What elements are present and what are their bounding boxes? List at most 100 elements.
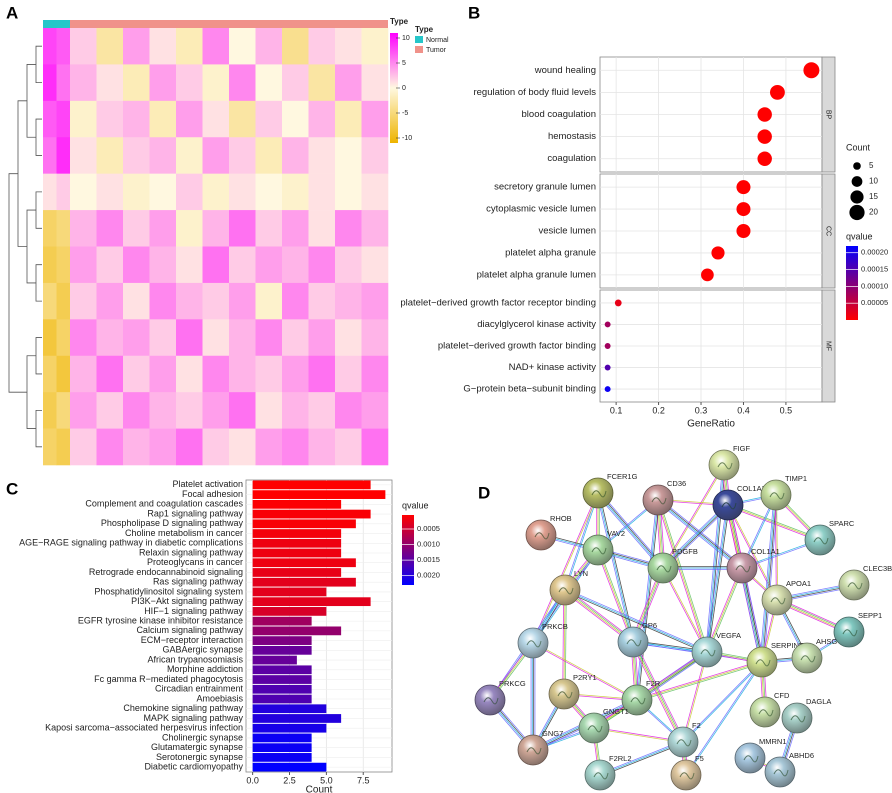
node-structure <box>770 597 786 605</box>
edge <box>597 493 663 569</box>
node-label: VAV2 <box>607 529 625 538</box>
x-tick-label: 7.5 <box>357 775 370 785</box>
dot <box>757 107 772 122</box>
node-label: SERPINE1 <box>771 641 808 650</box>
node-structure <box>721 502 737 510</box>
dot <box>604 321 611 328</box>
category-label: EGFR tyrosine kinase inhibitor resistanc… <box>78 616 243 626</box>
node-label: AHSG <box>816 637 837 646</box>
heat-cell <box>229 173 256 211</box>
legend-label: 5 <box>869 161 874 170</box>
node-label: RHOB <box>550 514 572 523</box>
edge <box>657 500 742 569</box>
heat-cell <box>123 392 150 429</box>
dendrogram <box>8 173 27 393</box>
edge <box>658 499 743 568</box>
category-label: Diabetic cardiomyopathy <box>144 762 243 772</box>
node-label: APOA1 <box>786 579 811 588</box>
heat-cell <box>43 64 57 102</box>
node-structure <box>800 655 816 663</box>
category-label: Proteoglycans in cancer <box>147 557 243 567</box>
node-structure <box>558 587 574 595</box>
dot <box>604 364 611 371</box>
edge <box>564 590 707 654</box>
node <box>833 616 865 648</box>
heat-cell <box>308 210 336 247</box>
size-key <box>853 162 861 170</box>
heat-cell <box>149 246 177 284</box>
heat-cell <box>282 319 309 357</box>
node <box>582 477 614 509</box>
colorbar-label: 0.00010 <box>861 281 888 290</box>
bar <box>252 538 342 548</box>
bar <box>252 684 312 694</box>
colorbar-label: 0.00020 <box>861 248 888 257</box>
dendrogram <box>35 118 42 156</box>
heat-cell <box>123 64 150 102</box>
bar <box>252 499 342 509</box>
node <box>712 489 744 521</box>
node-structure <box>676 739 692 747</box>
edge <box>565 588 708 652</box>
heat-cell <box>282 428 309 466</box>
colorbar-label: 0.0015 <box>417 555 440 564</box>
heat-cell <box>149 210 177 247</box>
panel-label: B <box>468 3 480 22</box>
heat-cell <box>308 246 336 284</box>
heat-cell <box>255 282 283 320</box>
type-bar <box>43 20 70 28</box>
heat-cell <box>43 137 57 174</box>
node-label: LYN <box>574 569 588 578</box>
heat-cell <box>255 137 283 174</box>
bar <box>252 587 327 597</box>
panel-bg <box>245 479 393 773</box>
legend-swatch <box>415 36 423 43</box>
heat-cell <box>255 28 283 65</box>
colorbar-label: -10 <box>402 135 412 142</box>
category-label: PI3K−Akt signaling pathway <box>131 596 243 606</box>
node <box>517 734 549 766</box>
heat-cell <box>43 246 57 284</box>
heat-cell <box>229 246 256 284</box>
heat-cell <box>43 428 57 466</box>
node-structure <box>790 715 806 723</box>
edge <box>632 642 683 743</box>
heat-cell <box>255 392 283 429</box>
category-label: hemostasis <box>548 131 596 142</box>
edge <box>683 662 763 743</box>
heat-cell <box>176 137 203 174</box>
heat-cell <box>96 392 124 429</box>
panel-label: D <box>478 483 490 502</box>
heat-cell <box>229 100 256 138</box>
heat-cell <box>282 282 309 320</box>
heat-cell <box>123 355 150 393</box>
dendrogram <box>17 100 27 247</box>
node-label: PDGFB <box>672 547 698 556</box>
heat-cell <box>229 428 256 466</box>
node-structure <box>813 537 829 545</box>
colorbar-label: -5 <box>402 110 408 117</box>
bar <box>252 568 342 577</box>
heat-cell <box>229 28 256 65</box>
heat-cell <box>96 246 124 284</box>
node <box>760 479 792 511</box>
heat-cell <box>149 28 177 65</box>
heat-cell <box>56 282 71 320</box>
heat-cell <box>361 100 389 138</box>
edge <box>727 505 820 542</box>
node-structure <box>557 691 573 699</box>
node <box>670 759 702 791</box>
legend-label: 10 <box>869 177 878 186</box>
dot <box>701 268 714 282</box>
heat-cell <box>282 137 309 174</box>
node <box>584 759 616 791</box>
heat-cell <box>282 392 309 429</box>
edge <box>705 504 728 652</box>
colorbar <box>402 515 414 585</box>
heat-cell <box>308 100 336 138</box>
edge <box>565 493 599 591</box>
bar <box>252 636 312 645</box>
x-tick-label: 0.3 <box>695 405 708 415</box>
x-tick-label: 0.4 <box>737 405 750 415</box>
heat-cell <box>335 282 362 320</box>
